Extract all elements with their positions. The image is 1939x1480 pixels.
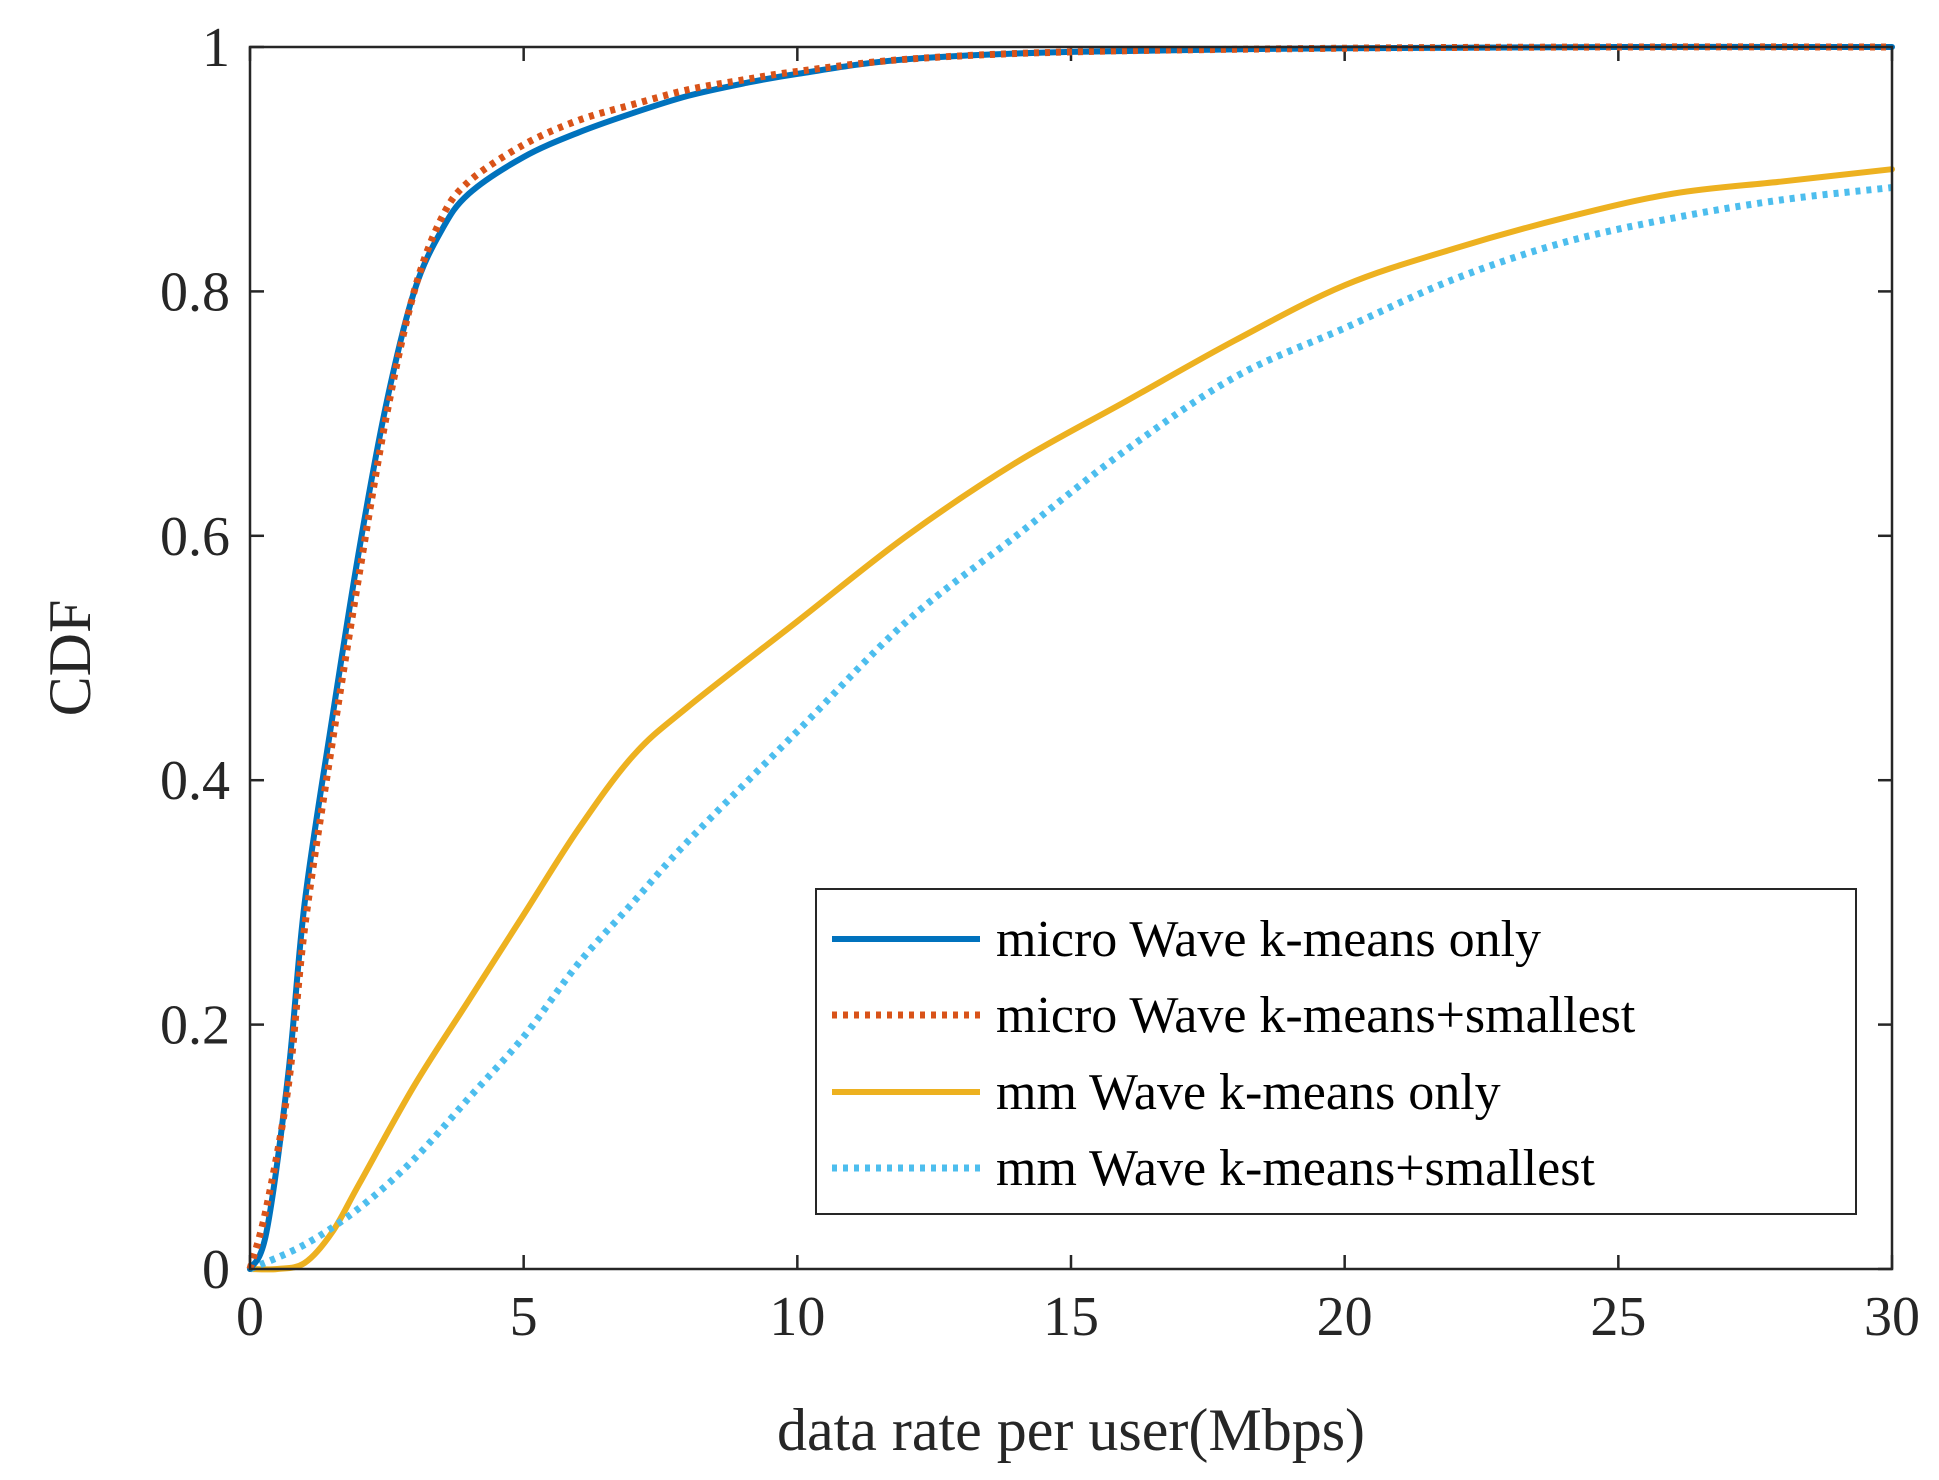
plot-frame	[248, 45, 1894, 1271]
y-axis-title: CDF	[37, 600, 103, 717]
x-tick-label: 15	[1043, 1286, 1099, 1348]
y-tick-label: 0.2	[160, 995, 230, 1057]
legend-label-2: mm Wave k-means only	[996, 1064, 1501, 1121]
legend-label-0: micro Wave k-means only	[996, 911, 1541, 968]
y-tick-label: 0.8	[160, 261, 230, 323]
x-tick-label: 0	[236, 1286, 264, 1348]
legend-items: micro Wave k-means only micro Wave k-mean…	[832, 911, 1636, 1197]
legend-label-3: mm Wave k-means+smallest	[996, 1140, 1595, 1197]
series-line-0	[247, 43, 1895, 1272]
series-line-2	[247, 166, 1895, 1273]
legend: micro Wave k-means only micro Wave k-mean…	[815, 888, 1857, 1215]
x-tick-label: 10	[769, 1286, 825, 1348]
x-tick-label: 30	[1864, 1286, 1920, 1348]
y-tick-label: 0.4	[160, 750, 230, 812]
x-tick-label: 20	[1317, 1286, 1373, 1348]
x-tick-label: 5	[510, 1286, 538, 1348]
legend-box	[815, 888, 1857, 1215]
series-lines	[246, 43, 1895, 1273]
legend-label-1: micro Wave k-means+smallest	[996, 987, 1636, 1044]
y-tick-label: 0.6	[160, 506, 230, 568]
x-tick-label: 25	[1590, 1286, 1646, 1348]
y-tick-label: 1	[202, 17, 230, 79]
y-tick-label: 0	[202, 1239, 230, 1301]
tick-labels: 0 5 10 15 20 25 30 0 0.2 0.4 0.6 0.8 1	[160, 17, 1920, 1348]
x-axis-title: data rate per user(Mbps)	[777, 1397, 1365, 1463]
